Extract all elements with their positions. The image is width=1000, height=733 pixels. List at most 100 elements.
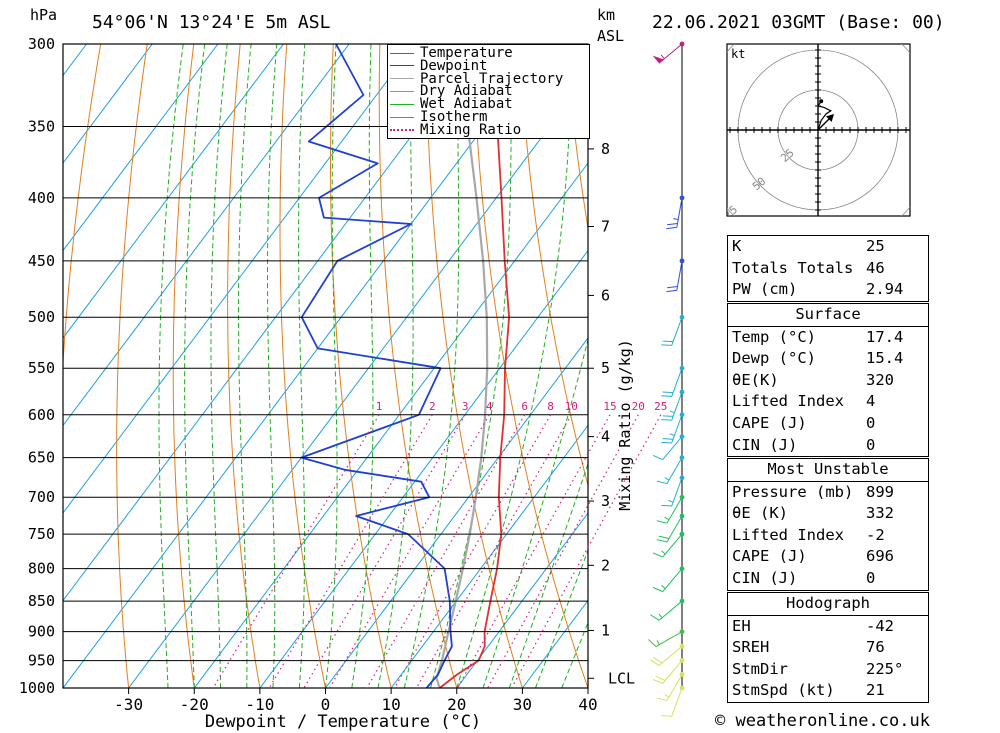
wind-barb-feather	[650, 659, 660, 667]
wind-barb	[662, 660, 683, 684]
table-row: StmSpd (kt) 21	[728, 680, 928, 702]
row-value: 320	[866, 370, 894, 389]
row-label: K	[732, 237, 742, 255]
wind-level-dot	[679, 629, 685, 635]
x-tick-label: 20	[447, 695, 466, 714]
row-value: 332	[866, 504, 894, 523]
legend-item: Wet Adiabat	[390, 97, 513, 111]
mixing-ratio-line	[268, 414, 433, 689]
isotherm-line	[63, 44, 153, 164]
x-tick-label: 30	[513, 695, 532, 714]
wind-barb-half-feather	[669, 410, 675, 414]
isotherm-line	[63, 44, 284, 339]
wind-barb	[658, 645, 683, 666]
table-row: θE (K) 332	[728, 503, 928, 525]
table-row: Lifted Index 4	[728, 391, 928, 413]
wind-barb	[658, 600, 683, 621]
wind-barb-feather	[666, 226, 677, 230]
legend-swatch	[390, 116, 414, 118]
mixing-ratio-line	[511, 414, 662, 689]
height-tick-label: 4	[601, 428, 610, 446]
wind-barb-feather	[650, 614, 660, 621]
pressure-tick-label: 400	[28, 189, 55, 207]
pressure-tick-label: 1000	[19, 679, 55, 697]
pressure-tick-label: 600	[28, 406, 55, 424]
row-value: 2.94	[866, 280, 904, 299]
hodograph-trace	[817, 100, 832, 131]
row-value: 4	[866, 392, 876, 411]
table-row: Dewp (°C) 15.4	[728, 348, 928, 370]
wind-barb-half-feather	[669, 433, 675, 436]
row-value: 696	[866, 547, 894, 566]
isotherm-line	[63, 44, 481, 602]
row-label: SREH	[732, 638, 770, 657]
row-value: 0	[866, 413, 876, 432]
pressure-tick-label: 700	[28, 488, 55, 506]
hodograph-table: Hodograph EH -42 SREH 76 StmDir 225° StmSpd (k…	[727, 592, 929, 703]
pressure-tick-label: 750	[28, 525, 55, 543]
wind-barb-feather	[656, 480, 668, 485]
row-label: Dewp (°C)	[732, 349, 816, 368]
row-value: 17.4	[866, 327, 904, 346]
mixing-ratio-line	[393, 414, 552, 689]
wind-barb-half-feather	[660, 54, 665, 60]
wind-barb-feather	[662, 438, 674, 440]
datetime-label: 22.06.2021 03GMT (Base: 00)	[652, 12, 945, 33]
wind-barb-feather	[652, 678, 663, 685]
wind-barb	[658, 43, 683, 64]
legend-item: Dewpoint	[390, 57, 488, 74]
legend-label: Mixing Ratio	[420, 121, 522, 138]
legend-label: Temperature	[420, 45, 513, 61]
wind-barb-feather	[662, 391, 674, 394]
wind-barb-half-feather	[661, 550, 666, 555]
table-row: StmDir 225°	[728, 659, 928, 681]
table-row: Pressure (mb) 899	[728, 480, 928, 504]
wind-barb	[666, 457, 683, 484]
wind-barb-half-feather	[673, 218, 679, 221]
table-row: Temp (°C) 17.4	[728, 325, 928, 349]
row-label: Pressure (mb)	[732, 482, 854, 501]
wind-barb-half-feather	[664, 516, 670, 521]
legend-item: Dry Adiabat	[390, 84, 513, 98]
wind-barb-feather	[666, 289, 677, 293]
wind-barb	[671, 391, 683, 421]
wind-barb-feather	[661, 441, 672, 444]
legend-label: Dewpoint	[420, 57, 488, 74]
height-tick-label: 6	[601, 286, 610, 304]
km-unit-label: km	[597, 6, 616, 24]
wind-barb-feather	[667, 285, 678, 289]
wind-barb-feather	[667, 222, 678, 226]
location-label: 54°06'N 13°24'E 5m ASL	[92, 12, 331, 33]
wind-barb-feather	[655, 675, 666, 681]
most-unstable-table: Most Unstable Pressure (mb) 899 θE (K) 332 L…	[727, 458, 929, 591]
legend-swatch	[390, 78, 414, 80]
dry-adiabat-line	[565, 44, 588, 232]
mixing-ratio-tick-label: 1	[376, 400, 383, 413]
row-label: Lifted Index	[732, 525, 844, 544]
row-label: StmDir	[732, 659, 788, 678]
isotherm-line	[259, 249, 588, 688]
row-label: CIN (J)	[732, 568, 798, 587]
table-row: CIN (J) 0	[728, 568, 928, 590]
isotherm-line	[63, 44, 416, 514]
wet-adiabat-line	[267, 44, 278, 688]
wind-barb-feather	[656, 520, 668, 524]
pressure-tick-label: 900	[28, 623, 55, 641]
pressure-tick-label: 450	[28, 252, 55, 270]
wet-adiabat-line	[325, 44, 338, 688]
row-label: EH	[732, 616, 751, 635]
pressure-tick-label: 300	[28, 35, 55, 53]
isotherm-line	[63, 44, 219, 252]
row-value: 76	[866, 638, 885, 657]
wind-barb-half-feather	[656, 640, 660, 645]
legend-item: Parcel Trajectory	[390, 72, 563, 86]
dry-adiabat-line	[938, 44, 1000, 688]
legend-swatch	[390, 65, 414, 67]
wind-barb-feather	[662, 340, 674, 343]
wet-adiabat-line	[158, 44, 184, 688]
dry-adiabat-line	[172, 44, 195, 688]
wind-barb-feather	[662, 415, 674, 417]
pressure-tick-label: 850	[28, 592, 55, 610]
row-value: 21	[866, 681, 885, 700]
pressure-tick-label: 800	[28, 560, 55, 578]
